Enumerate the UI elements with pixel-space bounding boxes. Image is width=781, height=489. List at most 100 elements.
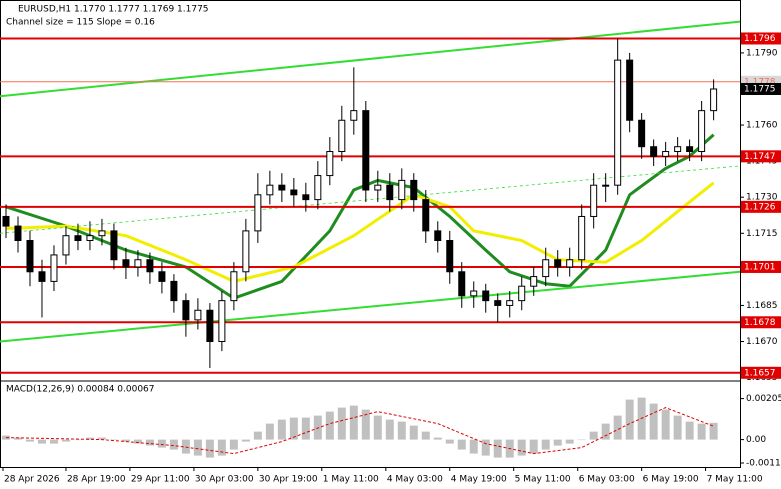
candle-body	[158, 271, 166, 282]
y-tick-label: 0.00	[746, 435, 766, 445]
macd-bar	[589, 431, 598, 440]
macd-bar	[229, 439, 238, 450]
candle-body	[254, 194, 262, 232]
candle-body	[206, 309, 214, 343]
candle-body	[686, 146, 694, 153]
macd-bar	[421, 431, 430, 440]
x-tick-label: 6 May 19:00	[643, 475, 699, 485]
macd-bar	[673, 415, 682, 440]
candle-body	[578, 215, 586, 261]
macd-bar	[553, 439, 562, 446]
x-tick-label: 29 Apr 11:00	[131, 475, 190, 485]
candle-body	[530, 276, 538, 287]
macd-bar	[37, 439, 46, 444]
y-tick-label: 1.1715	[746, 229, 778, 239]
macd-bar	[373, 415, 382, 440]
level-label: 1.1657	[744, 368, 776, 378]
candle-body	[26, 240, 34, 273]
macd-bar	[181, 439, 190, 454]
macd-bar	[685, 421, 694, 440]
macd-bar	[361, 409, 370, 440]
macd-bar	[61, 439, 70, 442]
macd-bar	[625, 399, 634, 440]
level-box	[741, 200, 781, 213]
candle-body	[698, 110, 706, 153]
candle-body	[434, 230, 442, 242]
candle-body	[458, 271, 466, 297]
macd-bar	[97, 437, 106, 440]
macd-bar	[253, 431, 262, 440]
macd-bar	[13, 437, 22, 440]
level-label: 1.1778	[744, 77, 776, 87]
candle-body	[614, 59, 622, 186]
macd-bar	[697, 423, 706, 440]
macd-bar	[385, 419, 394, 440]
macd-bar	[265, 423, 274, 440]
x-tick-label: 7 May 11:00	[707, 475, 763, 485]
candle-body	[182, 300, 190, 321]
candle-body	[218, 300, 226, 343]
macd-bar	[325, 411, 334, 440]
candle-body	[506, 300, 514, 306]
candle-body	[422, 199, 430, 232]
macd-bar	[601, 423, 610, 440]
level-label: 1.1701	[744, 262, 776, 272]
candle-body	[14, 225, 22, 242]
macd-bar	[217, 439, 226, 456]
macd-bar	[73, 439, 82, 441]
macd-bar	[1, 435, 10, 440]
macd-bar	[205, 439, 214, 458]
candle-body	[2, 215, 10, 227]
candle-body	[290, 189, 298, 196]
candle-body	[146, 259, 154, 273]
candle-body	[710, 88, 718, 112]
candle-body	[470, 290, 478, 297]
candle-body	[38, 271, 46, 282]
level-box	[741, 150, 781, 163]
chart-subtitle: Channel size = 115 Slope = 0.16	[6, 18, 155, 28]
candle-body	[602, 184, 610, 187]
candle-body	[518, 285, 526, 302]
macd-bar	[241, 439, 250, 442]
candle-body	[674, 146, 682, 153]
x-tick-label: 28 Apr 2026	[4, 475, 60, 485]
y-tick-label: 1.1670	[746, 337, 778, 347]
candle-body	[302, 194, 310, 201]
candle-body	[350, 110, 358, 121]
macd-bar	[433, 437, 442, 440]
macd-bar	[409, 425, 418, 440]
candle-body	[410, 179, 418, 201]
y-tick-label: 1.1790	[746, 48, 778, 58]
candle-body	[134, 259, 142, 268]
x-tick-label: 28 Apr 19:00	[67, 475, 126, 485]
candle-body	[362, 110, 370, 191]
macd-bar	[469, 439, 478, 454]
x-tick-label: 30 Apr 03:00	[195, 475, 254, 485]
macd-bar	[445, 439, 454, 444]
candle-body	[386, 184, 394, 201]
level-label: 1.1726	[744, 202, 776, 212]
macd-bar	[145, 439, 154, 446]
candle-body	[98, 230, 106, 237]
macd-bar	[85, 437, 94, 440]
candle-body	[110, 230, 118, 261]
macd-bar	[661, 409, 670, 440]
line-series	[0, 20, 741, 98]
macd-bar	[121, 439, 130, 442]
y-tick-label: -0.00117	[746, 459, 781, 469]
macd-bar	[529, 439, 538, 454]
level-box	[741, 82, 781, 95]
line-series	[5, 181, 715, 283]
macd-bar	[541, 439, 550, 450]
candle-body	[398, 179, 406, 201]
candle-body	[122, 259, 130, 268]
candle-body	[374, 184, 382, 191]
level-box	[741, 366, 781, 379]
candle-body	[326, 151, 334, 177]
level-box	[741, 260, 781, 273]
macd-bar	[25, 439, 34, 442]
level-label: 1.1775	[744, 84, 776, 94]
macd-title: MACD(12,26,9) 0.00084 0.00067	[6, 385, 155, 395]
candle-body	[554, 259, 562, 268]
